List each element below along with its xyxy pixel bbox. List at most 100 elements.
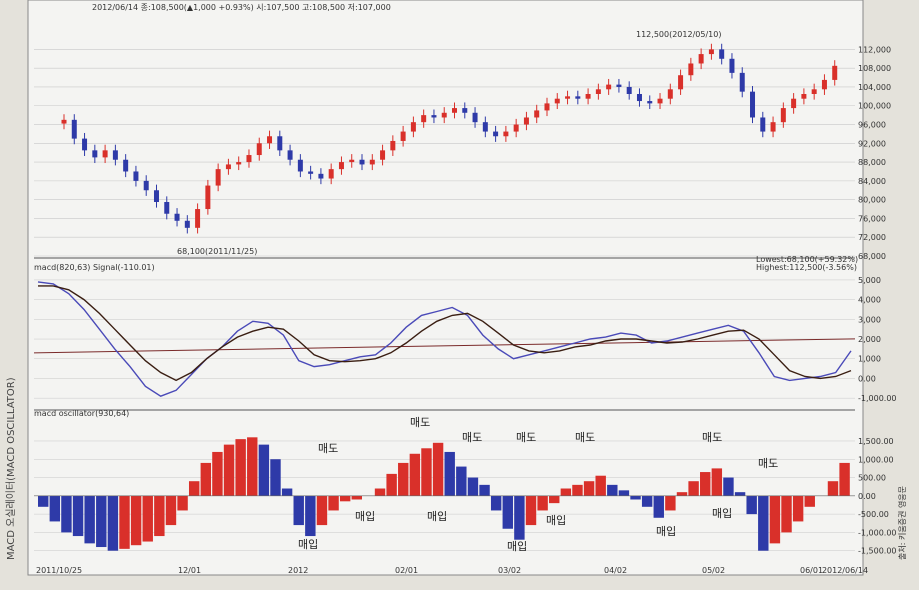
osc-bar — [595, 475, 606, 496]
candle-body — [236, 162, 242, 165]
side-title: MACD 오실레이터(MACD OSCILLATOR) — [5, 377, 17, 560]
osc-bar — [421, 448, 432, 496]
sell-annotation: 매도 — [410, 416, 430, 429]
macd-title: macd(820,63) Signal(-110.01) — [34, 263, 155, 272]
osc-bar — [525, 495, 537, 526]
osc-bar — [444, 451, 455, 496]
price-tick-label: 112,000 — [858, 45, 891, 54]
candle-body — [719, 49, 725, 59]
candle-body — [246, 155, 252, 163]
osc-bar — [212, 451, 223, 496]
candle-body — [452, 108, 457, 113]
candle-body — [308, 171, 314, 174]
osc-bar — [676, 492, 688, 496]
candle-body — [595, 89, 601, 94]
candle-body — [472, 112, 478, 123]
x-tick-label: 02/01 — [395, 566, 418, 575]
x-tick-label: 2011/10/25 — [36, 566, 82, 575]
osc-bar — [467, 477, 479, 496]
candle-body — [647, 101, 653, 104]
osc-tick-label: -500.00 — [858, 510, 889, 519]
candle-body — [626, 86, 632, 94]
osc-tick-label: -1,500.00 — [858, 547, 897, 556]
candle-body — [534, 110, 540, 118]
osc-bar — [177, 495, 188, 511]
highest-annotation: Highest:112,500(-3.56%) — [756, 263, 857, 272]
candle-body — [267, 136, 273, 144]
lowest-annotation: Lowest:68,100(+59.32%) — [756, 255, 858, 264]
x-tick-label: 05/02 — [702, 566, 725, 575]
osc-bar — [537, 495, 548, 511]
price-tick-label: 80,000 — [858, 196, 886, 205]
candle-body — [708, 49, 714, 55]
osc-bar — [665, 495, 676, 511]
candle-body — [698, 54, 704, 64]
candle-body — [102, 150, 108, 158]
candle-body — [143, 180, 149, 191]
osc-bar — [223, 444, 235, 496]
candle-body — [523, 117, 529, 125]
candle-body — [791, 98, 797, 109]
osc-bar — [479, 484, 490, 496]
macd-series-macd — [37, 281, 852, 397]
osc-bar — [641, 495, 653, 507]
osc-bar — [723, 477, 734, 496]
candle-body — [123, 159, 129, 172]
candle-body — [287, 150, 293, 160]
candle-body — [92, 150, 98, 158]
candle-body — [318, 173, 324, 179]
candle-body — [133, 171, 139, 181]
buy-annotation: 매입 — [355, 510, 375, 523]
candle-body — [225, 164, 231, 170]
candle-body — [801, 94, 807, 99]
osc-bar — [432, 442, 444, 496]
osc-bar — [142, 495, 153, 542]
osc-bar — [119, 495, 130, 549]
candle-body — [513, 124, 519, 132]
buy-annotation: 매입 — [427, 510, 447, 523]
candle-body — [575, 96, 581, 99]
candle-body — [153, 190, 159, 202]
osc-bar — [490, 495, 502, 511]
osc-bar — [549, 495, 560, 504]
osc-bar — [235, 439, 246, 496]
osc-tick-label: 0.00 — [858, 492, 876, 501]
x-tick-label: 2012/06/14 — [822, 566, 868, 575]
macd-series-signal — [38, 285, 852, 382]
osc-bar — [398, 462, 409, 496]
osc-bar — [583, 481, 595, 496]
sell-annotation: 매도 — [758, 457, 778, 470]
candle-body — [565, 96, 571, 99]
buy-annotation: 매입 — [712, 507, 732, 520]
candle-body — [328, 169, 334, 179]
osc-bar — [781, 495, 792, 533]
osc-bar — [560, 488, 572, 496]
osc-bar — [61, 495, 72, 533]
candle-body — [369, 159, 375, 165]
candle-body — [770, 122, 776, 132]
candle-body — [493, 131, 499, 137]
osc-bar — [281, 488, 293, 496]
osc-bar — [130, 495, 142, 546]
candle-body — [667, 89, 673, 99]
candle-body — [380, 150, 386, 160]
candle-body — [349, 159, 355, 163]
osc-bar — [734, 492, 746, 496]
osc-bar — [769, 495, 781, 544]
osc-bar — [154, 495, 165, 537]
price-tick-label: 72,000 — [858, 233, 886, 242]
osc-bar — [630, 495, 641, 500]
candle-body — [750, 91, 756, 118]
candle-body — [832, 65, 838, 80]
osc-bar — [96, 495, 107, 548]
side-caption: 출처: 키움증권 영웅문 — [897, 486, 907, 560]
osc-bar — [409, 453, 421, 496]
sell-annotation: 매도 — [575, 431, 595, 444]
osc-bar — [700, 472, 711, 496]
candle-body — [400, 131, 406, 141]
buy-annotation: 매입 — [546, 514, 566, 527]
candle-body — [184, 220, 190, 228]
osc-bar — [293, 495, 304, 526]
sell-annotation: 매도 — [462, 431, 482, 444]
